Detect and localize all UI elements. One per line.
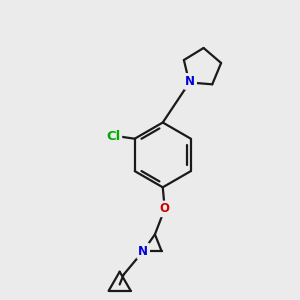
Text: Cl: Cl [106, 130, 120, 143]
Text: N: N [185, 75, 195, 88]
Text: N: N [138, 244, 148, 258]
Text: N: N [185, 75, 195, 88]
Text: O: O [160, 202, 170, 215]
